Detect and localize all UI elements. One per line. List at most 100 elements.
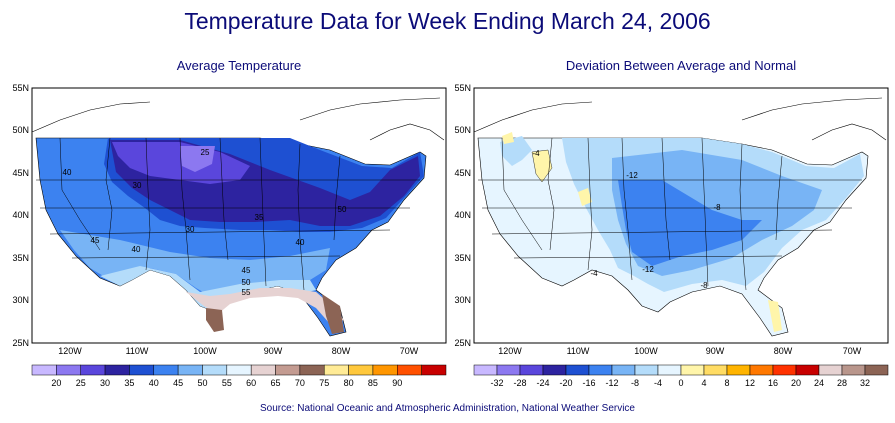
legend-label: 24 [814,378,824,388]
legend-swatch [202,364,228,376]
legend-label: 4 [701,378,706,388]
lat-label: 55N [12,83,29,93]
dev-warm-patch [531,149,553,183]
lon-label: 70W [843,346,862,356]
legend-swatch [80,364,106,376]
legend-swatch [275,364,301,376]
legend-swatch [588,364,613,376]
contour-label: 45 [91,236,100,245]
state-borders [478,137,862,291]
lon-label: 90W [706,346,725,356]
dev-band-minus12 [618,180,762,266]
contour-label: 45 [242,266,251,275]
lat-label: 40N [12,210,29,220]
lat-label: 40N [454,210,471,220]
legend-label: 25 [76,378,86,388]
legend-label: 32 [860,378,870,388]
state-borders [36,137,420,291]
legend-swatch [104,364,130,376]
contour-labels: 25 30 35 50 30 40 40 45 40 45 50 55 [63,148,347,297]
legend-swatch [372,364,398,376]
legend-swatch [565,364,590,376]
legend-swatch [56,364,81,376]
legend-swatch [250,364,276,376]
legend-label: 70 [295,378,305,388]
legend-swatch [795,364,820,376]
legend-label: -24 [536,378,549,388]
legend-swatch [841,364,866,376]
legend-label: 8 [724,378,729,388]
contour-label: 40 [296,238,305,247]
lon-label: 80W [332,346,351,356]
lat-label: 45N [454,168,471,178]
legend-swatch [421,364,447,376]
legend-label: 35 [124,378,134,388]
lon-label: 90W [264,346,283,356]
contour-label: -8 [700,281,708,290]
legend-label: -16 [582,378,595,388]
band-45-50 [60,230,330,296]
legend-label: -28 [513,378,526,388]
legend-swatch [299,364,325,376]
lat-label: 25N [454,338,471,348]
page-title: Temperature Data for Week Ending March 2… [184,8,711,34]
lon-axis: 120W 110W 100W 90W 80W 70W [58,346,419,356]
contour-label: -8 [713,203,721,212]
legend-label: 28 [837,378,847,388]
legend-swatch [542,364,567,376]
band-texas-warm [206,308,224,332]
legend-label: 20 [51,378,61,388]
legend-label: 12 [745,378,755,388]
legend-swatch [772,364,797,376]
legend-label: -8 [631,378,639,388]
legend-swatch [519,364,544,376]
contour-label: -4 [532,149,540,158]
contour-label: 50 [242,278,251,287]
legend-swatch [703,364,728,376]
lon-label: 70W [400,346,419,356]
legend-label: 45 [173,378,183,388]
legend-swatch [226,364,252,376]
temperature-legend: 20 25 30 35 40 45 50 55 60 65 70 75 80 85 90 [31,364,447,388]
lon-label: 120W [58,346,82,356]
lon-label: 100W [634,346,658,356]
lon-axis: 120W 110W 100W 90W 80W 70W [498,346,862,356]
contour-label: 40 [63,168,72,177]
legend-swatch [726,364,751,376]
legend-label: -20 [559,378,572,388]
legend-label: 55 [222,378,232,388]
contour-label: 50 [338,205,347,214]
right-panel-title: Deviation Between Average and Normal [565,58,797,73]
legend-swatch [177,364,203,376]
canada-outline [473,97,887,141]
legend-swatch [818,364,843,376]
legend-swatch [31,364,57,376]
legend-label: 90 [392,378,402,388]
contour-label: 25 [201,148,210,157]
band-55-60 [186,288,344,324]
legend-label: 30 [100,378,110,388]
legend-label: -4 [654,378,662,388]
deviation-legend: -32 -28 -24 -20 -16 -12 -8 -4 0 4 8 12 16 20 24 28 32 [473,364,889,388]
contour-label: 55 [242,288,251,297]
dev-warm-patch [578,188,592,206]
temperature-deviation-map: -4 -12 -8 -4 -12 -8 55N 50N 45N 40N 35N … [454,83,889,388]
lat-label: 50N [454,125,471,135]
lat-label: 30N [12,295,29,305]
legend-swatch [323,364,349,376]
legend-swatch [473,364,498,376]
legend-label: 50 [197,378,207,388]
canada-outline [31,97,445,141]
average-temperature-map: 25 30 35 50 30 40 40 45 40 45 50 55 55N … [12,83,447,388]
lat-label: 55N [454,83,471,93]
dev-nw-patch [500,136,532,166]
legend-swatch [680,364,705,376]
legend-label: 20 [791,378,801,388]
dev-warm-patch [768,300,782,332]
band-20-25 [180,146,215,172]
contour-label: -12 [642,265,654,274]
legend-swatch [657,364,682,376]
lat-label: 35N [454,253,471,263]
contour-label: 35 [255,213,264,222]
band-florida-warm [322,294,344,334]
